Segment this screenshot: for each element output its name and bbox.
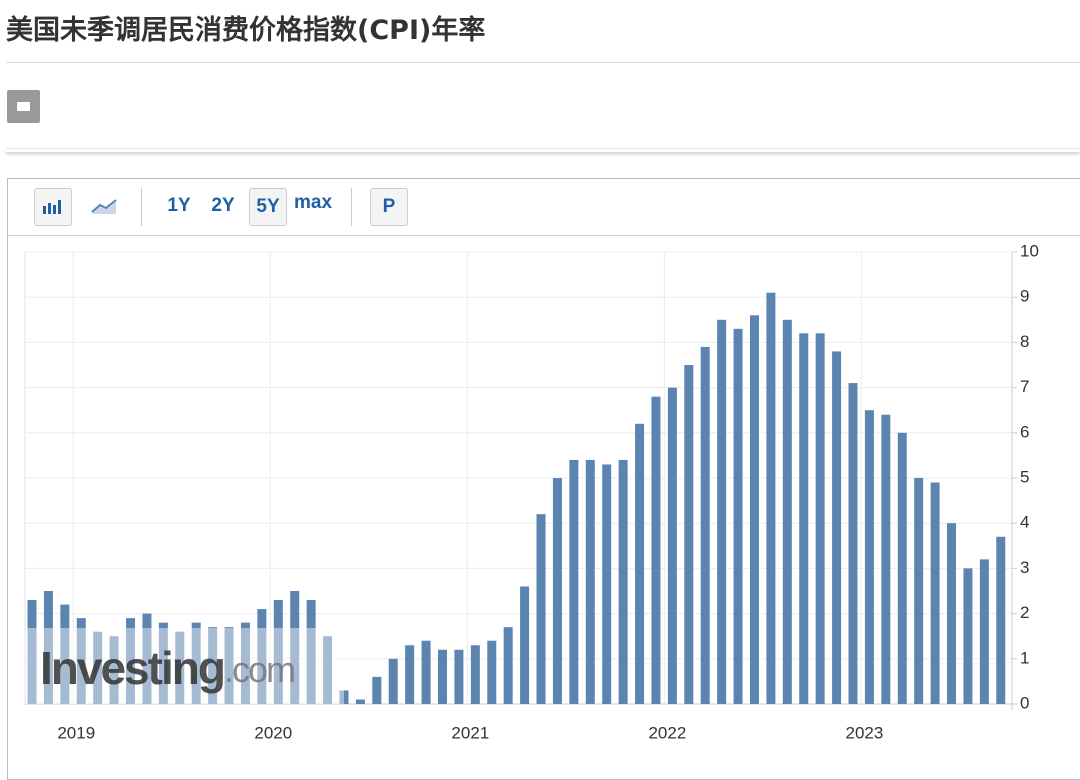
bar (438, 649, 447, 704)
range-button[interactable]: 1Y (167, 195, 191, 216)
range-button[interactable]: max (293, 192, 333, 213)
bar (848, 383, 858, 704)
page-title: 美国未季调居民消费价格指数(CPI)年率 (6, 15, 486, 46)
y-tick-label: 4 (1020, 513, 1029, 532)
bar (749, 315, 759, 704)
y-tick-label: 6 (1020, 422, 1029, 441)
bar (306, 600, 316, 704)
bar (832, 351, 842, 704)
x-tick-label: 2023 (846, 723, 884, 742)
bar (503, 627, 513, 704)
y-tick-label: 8 (1020, 332, 1029, 351)
y-tick-label: 0 (1020, 693, 1029, 712)
separator (351, 188, 352, 226)
bar (60, 604, 70, 704)
x-tick-label: 2022 (648, 723, 686, 742)
bar (421, 640, 431, 704)
bar (815, 333, 825, 704)
bar (142, 613, 152, 704)
bar (881, 414, 891, 704)
bar (93, 631, 103, 704)
chart-panel: 1Y 2Y 5Y max P (7, 178, 1080, 780)
bar (684, 365, 694, 704)
divider (6, 148, 1080, 152)
bar (405, 645, 415, 704)
bar (536, 514, 546, 704)
bar (947, 523, 957, 704)
x-tick-label: 2019 (57, 723, 95, 742)
bar (733, 328, 743, 704)
y-tick-label: 9 (1020, 287, 1029, 306)
y-tick-label: 3 (1020, 558, 1029, 577)
bar (43, 591, 53, 704)
bar (979, 559, 989, 704)
bar (700, 346, 710, 704)
bar (585, 459, 595, 704)
watermark-bold: Investing (40, 642, 224, 694)
y-tick-label: 5 (1020, 467, 1029, 486)
bar (208, 627, 218, 704)
separator (141, 188, 142, 226)
x-tick-label: 2021 (451, 723, 489, 742)
bar (158, 622, 168, 704)
bar (782, 319, 792, 704)
bar (109, 636, 119, 704)
icon (43, 200, 61, 214)
bar (76, 618, 86, 704)
icon (91, 199, 117, 214)
bar (618, 459, 628, 704)
email-button[interactable] (7, 90, 40, 123)
bar (487, 640, 497, 704)
watermark-veil (26, 628, 344, 704)
bar (963, 568, 973, 704)
bar (372, 676, 382, 704)
bar (273, 600, 283, 704)
divider (6, 62, 1080, 63)
bar (552, 478, 562, 704)
p-button[interactable]: P (370, 188, 408, 226)
y-tick-label: 1 (1020, 648, 1029, 667)
watermark: Investing.com (40, 642, 294, 694)
bar (126, 618, 136, 704)
bar (355, 699, 365, 704)
bar (996, 536, 1006, 704)
bar (191, 622, 201, 704)
bar (454, 649, 464, 704)
y-tick-label: 2 (1020, 603, 1029, 622)
y-tick-label: 10 (1020, 241, 1039, 260)
bar-chart-button[interactable] (34, 188, 72, 226)
range-button[interactable]: 2Y (211, 195, 235, 216)
bar (569, 459, 579, 704)
bar (635, 423, 645, 704)
x-tick-label: 2020 (254, 723, 292, 742)
bar (930, 482, 940, 704)
range-button[interactable]: 5Y (249, 188, 287, 226)
bar (240, 622, 250, 704)
bar (667, 387, 677, 704)
bar (257, 609, 267, 704)
bar (651, 396, 661, 704)
toolbar: 1Y 2Y 5Y max P (8, 179, 1080, 236)
watermark-light: .com (224, 649, 294, 690)
bar (224, 627, 234, 704)
bar (766, 292, 776, 704)
bar (520, 586, 530, 704)
bar (175, 631, 185, 704)
line-chart-button[interactable] (86, 188, 122, 224)
bar (388, 658, 398, 704)
bar (717, 319, 727, 704)
bar (323, 636, 333, 704)
bar (27, 600, 37, 704)
bar (290, 591, 300, 704)
bar (914, 478, 924, 704)
bar (799, 333, 809, 704)
bar (897, 432, 907, 704)
bar (602, 464, 612, 704)
bar (864, 410, 874, 704)
bar (470, 645, 480, 704)
bar (339, 690, 349, 704)
y-tick-label: 7 (1020, 377, 1029, 396)
